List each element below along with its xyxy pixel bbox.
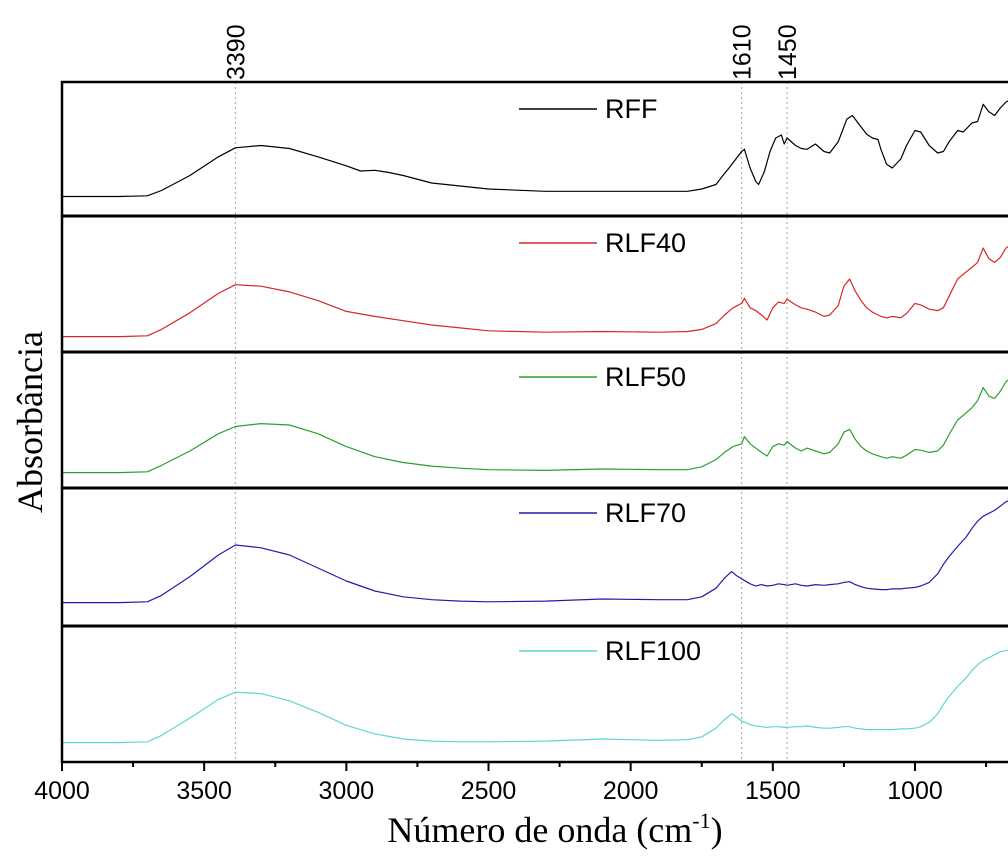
x-tick-label-2500: 2500 bbox=[461, 777, 517, 805]
x-tick-label-2000: 2000 bbox=[603, 777, 659, 805]
x-tick-label-4000: 4000 bbox=[34, 777, 90, 805]
legends: RFF RLF40 RLF50 RLF70 RLF100 bbox=[519, 94, 701, 666]
x-axis-title: Número de onda (cm-1) bbox=[387, 808, 722, 850]
legend-label-RLF50: RLF50 bbox=[605, 362, 686, 392]
x-axis-title-main: Número de onda (cm bbox=[387, 810, 692, 850]
x-tick-label-1500: 1500 bbox=[745, 777, 801, 805]
series-line-RLF70 bbox=[62, 500, 1008, 604]
series-line-RLF50 bbox=[62, 379, 1008, 474]
plot-frame bbox=[60, 80, 1008, 764]
series-line-RLF40 bbox=[62, 246, 1008, 338]
peak-labels: 3390 1610 1450 bbox=[222, 24, 802, 80]
legend-label-RLF40: RLF40 bbox=[605, 228, 686, 258]
y-axis-title: Absorbância bbox=[10, 331, 50, 513]
peak-label-1610: 1610 bbox=[729, 24, 757, 80]
x-tick-label-3000: 3000 bbox=[319, 777, 375, 805]
reference-lines bbox=[234, 82, 788, 762]
series-line-RFF bbox=[62, 100, 1008, 198]
spectra-series bbox=[62, 100, 1008, 744]
legend-label-RFF: RFF bbox=[605, 94, 657, 124]
peak-label-3390: 3390 bbox=[222, 24, 250, 80]
plot-border bbox=[60, 80, 1008, 764]
x-tick-label-1000: 1000 bbox=[887, 777, 943, 805]
legend-label-RLF100: RLF100 bbox=[605, 636, 701, 666]
series-line-RLF100 bbox=[62, 649, 1008, 744]
legend-label-RLF70: RLF70 bbox=[605, 498, 686, 528]
x-tick-label-3500: 3500 bbox=[176, 777, 232, 805]
x-axis-ticks: 4000 3500 3000 2500 2000 1500 1000 bbox=[34, 762, 988, 805]
x-axis-title-superscript: -1 bbox=[692, 808, 710, 833]
peak-label-1450: 1450 bbox=[774, 24, 802, 80]
x-axis-title-end: ) bbox=[711, 810, 723, 850]
